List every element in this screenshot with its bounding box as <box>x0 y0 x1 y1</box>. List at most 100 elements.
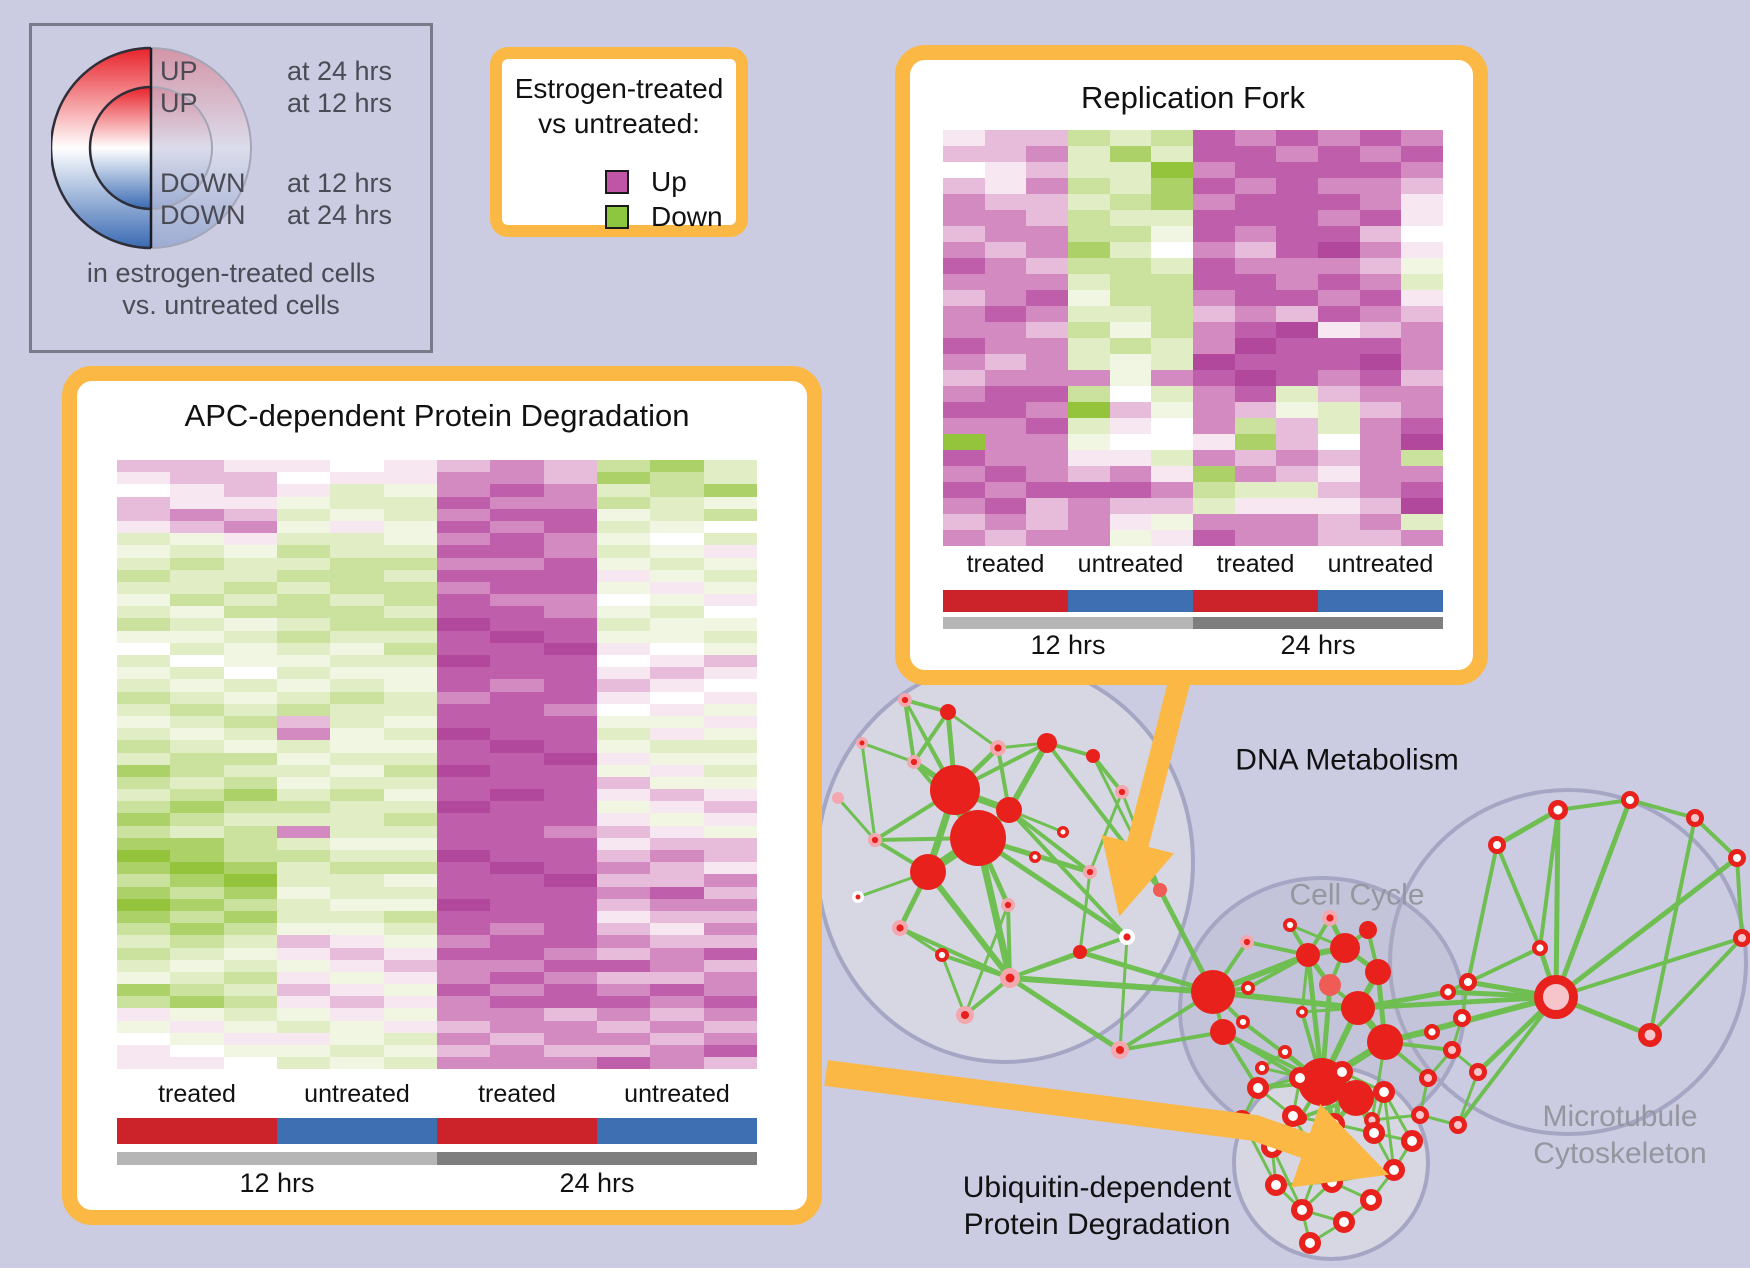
heatmap-cell <box>1401 242 1443 258</box>
heatmap-cell <box>596 618 651 631</box>
heatmap-cell <box>117 801 171 814</box>
heatmap-cell <box>330 679 384 692</box>
heatmap-cell <box>650 594 704 607</box>
heatmap-cell <box>383 557 437 570</box>
heatmap-cell <box>1109 370 1152 386</box>
heatmap-cell <box>330 898 384 911</box>
legend-footer-line2: vs. untreated cells <box>122 290 340 320</box>
heatmap-cell <box>1276 530 1318 546</box>
heatmap-cell <box>383 460 437 473</box>
heatmap-cell <box>117 618 171 631</box>
heatmap-cell <box>943 226 985 242</box>
heatmap-cell <box>1151 194 1193 210</box>
network-node <box>910 854 946 890</box>
heatmap-cell <box>117 594 171 607</box>
heatmap-cell <box>383 910 437 924</box>
hours-bar-segment <box>117 1152 437 1165</box>
heatmap-cell <box>1276 162 1318 178</box>
heatmap-cell <box>650 923 704 936</box>
heatmap-cell <box>1151 498 1193 514</box>
heatmap-cell <box>1026 290 1068 306</box>
heatmap-cell <box>490 874 544 887</box>
heatmap-cell <box>436 1045 491 1058</box>
heatmap-cell <box>543 996 597 1009</box>
heatmap-cell <box>943 354 985 370</box>
heatmap-cell <box>1234 370 1277 386</box>
heatmap-cell <box>650 1008 704 1021</box>
heatmap-cell <box>596 606 651 619</box>
heatmap-cell <box>436 715 491 729</box>
heatmap-cell <box>276 533 331 546</box>
heatmap-cell <box>650 910 704 924</box>
heatmap-cell <box>596 581 651 595</box>
legend-footer-line1: in estrogen-treated cells <box>86 258 376 288</box>
heatmap-cell <box>170 545 224 558</box>
heatmap-cell <box>276 606 331 619</box>
heatmap-cell <box>223 703 277 716</box>
heatmap-cell <box>1318 498 1360 514</box>
heatmap-cell <box>1318 354 1360 370</box>
heatmap-cell <box>223 837 277 850</box>
heatmap-cell <box>490 545 544 558</box>
heatmap-cell <box>543 1008 597 1021</box>
heatmap-cell <box>117 703 171 716</box>
heatmap-cell <box>1193 274 1235 290</box>
heatmap-cell <box>543 691 597 704</box>
heatmap-cell <box>436 910 491 924</box>
heatmap-cell <box>703 886 757 899</box>
network-node <box>1333 1211 1356 1234</box>
heatmap-cell <box>170 1008 224 1021</box>
hours-label: 24 hrs <box>559 1168 635 1198</box>
heatmap-cell <box>170 1057 224 1070</box>
heatmap-cell <box>1109 354 1152 370</box>
heatmap-cell <box>1068 514 1110 530</box>
heatmap-cell <box>276 557 331 570</box>
heatmap-cell <box>1318 514 1360 530</box>
hours-label-row: 12 hrs 24 hrs <box>943 630 1443 664</box>
heatmap-cell <box>223 959 277 972</box>
heatmap-cell <box>490 801 544 814</box>
heatmap-cell <box>596 496 651 509</box>
heatmap-cell <box>1359 498 1402 514</box>
network-node <box>1296 943 1320 967</box>
network-node <box>856 737 868 749</box>
heatmap-cell <box>1276 242 1318 258</box>
heatmap-cell <box>170 618 224 631</box>
heatmap-cell <box>1068 290 1110 306</box>
heatmap-cell <box>490 655 544 668</box>
network-node <box>1153 883 1167 897</box>
heatmap-cell <box>223 862 277 875</box>
heatmap-cell <box>436 520 491 534</box>
heatmap-cell <box>436 667 491 680</box>
heatmap-cell <box>596 569 651 582</box>
heatmap-cell <box>383 1057 437 1070</box>
heatmap-cell <box>117 581 171 595</box>
heatmap-cell <box>1234 482 1277 498</box>
heatmap-cell <box>276 862 331 875</box>
heatmap-cell <box>223 496 277 509</box>
network-node <box>1442 1040 1461 1059</box>
network-node <box>990 740 1007 757</box>
heatmap-cell <box>330 801 384 814</box>
heatmap-cell <box>543 862 597 875</box>
heatmap-cell <box>1151 210 1193 226</box>
heatmap-cell <box>943 530 985 546</box>
heatmap-cell <box>383 715 437 729</box>
network-node <box>1439 984 1456 1001</box>
heatmap-cell <box>543 679 597 692</box>
heatmap-cell <box>543 618 597 631</box>
heatmap-cell <box>1109 242 1152 258</box>
heatmap-cell <box>223 740 277 753</box>
heatmap-cell <box>223 898 277 911</box>
heatmap-cell <box>596 1032 651 1045</box>
heatmap-cell <box>650 862 704 875</box>
heatmap-cell <box>543 789 597 802</box>
heatmap-cell <box>1151 402 1193 418</box>
heatmap-cell <box>650 984 704 997</box>
heatmap-cell <box>1318 482 1360 498</box>
legend-time: at 24 hrs <box>286 200 392 230</box>
heatmap-cell <box>650 484 704 497</box>
heatmap-cell <box>650 472 704 485</box>
heatmap-cell <box>276 508 331 521</box>
heatmap-cell <box>276 1008 331 1021</box>
